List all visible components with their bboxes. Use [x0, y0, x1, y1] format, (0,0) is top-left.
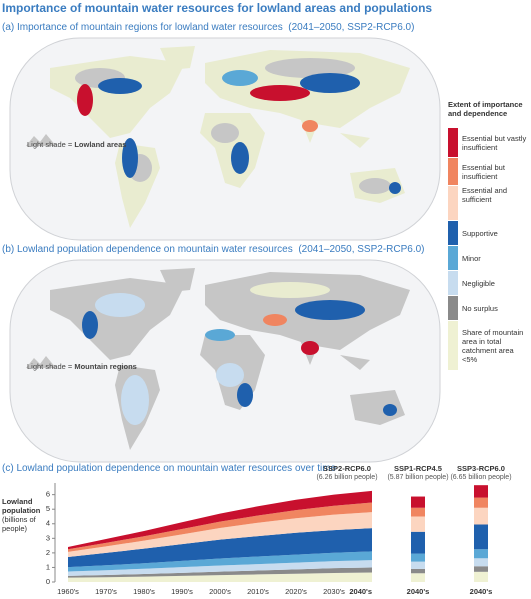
bar-segment: [474, 507, 488, 525]
legend-label: Essential but vastly insufficient: [462, 134, 527, 152]
bar-segment: [411, 507, 425, 517]
panel-period: (2041–2050, SSP2-RCP6.0): [298, 244, 425, 255]
note-emphasis: Lowland areas: [74, 140, 127, 149]
shade-note: Light shade = Lowland areas: [27, 140, 126, 149]
scenario-name: SSP1-RCP4.5: [394, 464, 442, 473]
x-tick-label: 2020's: [285, 587, 307, 596]
x-tick-label: 1960's: [57, 587, 79, 596]
bar-segment: [474, 497, 488, 508]
y-label: Lowland population (billions of people): [2, 497, 52, 533]
bar-segment: [474, 558, 488, 567]
scenario-note: (6.26 billion people): [316, 474, 378, 481]
bar-segment: [411, 496, 425, 508]
note-emphasis: Mountain regions: [74, 362, 137, 371]
map-a: [9, 37, 441, 241]
mountain-icon: [26, 356, 56, 368]
map-patches: [75, 58, 401, 194]
legend-label: Essential but insufficient: [462, 163, 505, 181]
y-tick-label: 6: [46, 490, 50, 499]
x-tick-label: 2000's: [209, 587, 231, 596]
x-tick-label: 2010's: [247, 587, 269, 596]
legend-label: Negligible: [462, 279, 495, 288]
bar-segment: [474, 571, 488, 582]
legend-label: Essential and sufficient: [462, 185, 508, 204]
scenario-name: SSP2-RCP6.0: [323, 464, 371, 473]
y-tick-label: 0: [46, 577, 50, 586]
note: Light shade =: [27, 140, 73, 149]
bar-segment: [411, 561, 425, 569]
panel-title-text: (b) Lowland population dependence on mou…: [2, 244, 293, 255]
legend-label: Share of mountain area in total catchmen…: [462, 328, 524, 364]
scenario-note: (6.65 billion people): [450, 474, 512, 481]
panel-title: (b) Lowland population dependence on mou…: [2, 244, 425, 255]
panel-title: (a) Importance of mountain regions for l…: [2, 22, 414, 33]
legend-swatch: [448, 271, 458, 295]
map-b: [9, 259, 441, 463]
chart-c: 0 1 2 3 4 5 6 1960's 1970's 1980's 1990's 2000's 201…: [46, 128, 492, 596]
area-band: [68, 528, 372, 568]
panel-period: (2041–2050, SSP2-RCP6.0): [288, 22, 415, 33]
legend-label: Minor: [462, 254, 481, 263]
area-band: [68, 567, 372, 578]
note: Light shade =: [27, 362, 73, 371]
bar-segment: [474, 549, 488, 559]
y-tick-label: 1: [46, 562, 50, 571]
bar-segment: [474, 485, 488, 498]
legend-label: Supportive: [462, 229, 498, 238]
y-tick-label: 4: [46, 519, 50, 528]
legend-swatch: [448, 158, 458, 185]
legend-swatch: [448, 296, 458, 320]
y-unit: (billions of people): [2, 515, 36, 533]
y-tick-label: 2: [46, 548, 50, 557]
area-band: [68, 572, 372, 582]
bar-segment: [411, 531, 425, 554]
bar-segment: [474, 566, 488, 572]
y-label-text: Lowland population: [2, 497, 41, 515]
area-band: [68, 502, 372, 552]
shade-note: Light shade = Mountain regions: [27, 362, 137, 371]
figure-title: Importance of mountain water resources f…: [2, 1, 433, 15]
x-tick-label: 2040's: [470, 587, 493, 596]
legend-swatch: [448, 221, 458, 245]
area-band: [68, 490, 372, 550]
map-patches: [82, 282, 397, 425]
bar-segment: [411, 553, 425, 562]
legend-swatch: [448, 321, 458, 370]
x-tick-label: 1990's: [171, 587, 193, 596]
legend-swatch: [448, 186, 458, 220]
x-tick-label: 2040's: [349, 587, 372, 596]
scenario-name: SSP3-RCP6.0: [457, 464, 505, 473]
mountain-icon: [26, 134, 56, 146]
area-band: [68, 551, 372, 572]
x-tick-label: 2040's: [407, 587, 430, 596]
bar-segment: [474, 524, 488, 550]
panel-title-text: (a) Importance of mountain regions for l…: [2, 22, 283, 33]
area-band: [68, 560, 372, 576]
scenario-note: (5.87 billion people): [387, 474, 449, 481]
y-tick-label: 3: [46, 533, 50, 542]
x-tick-label: 2030's: [323, 587, 345, 596]
x-tick-label: 1970's: [95, 587, 117, 596]
legend-swatch: [448, 246, 458, 270]
panel-title: (c) Lowland population dependence on mou…: [2, 463, 337, 474]
x-tick-label: 1980's: [133, 587, 155, 596]
bar-segment: [411, 573, 425, 582]
area-band: [68, 512, 372, 557]
y-tick-label: 5: [46, 504, 50, 513]
legend-title: Extent of importance and dependence: [448, 100, 523, 118]
bar-segment: [411, 516, 425, 532]
bar-segment: [411, 568, 425, 574]
legend-label: No surplus: [462, 304, 498, 313]
legend-swatch: [448, 128, 458, 157]
